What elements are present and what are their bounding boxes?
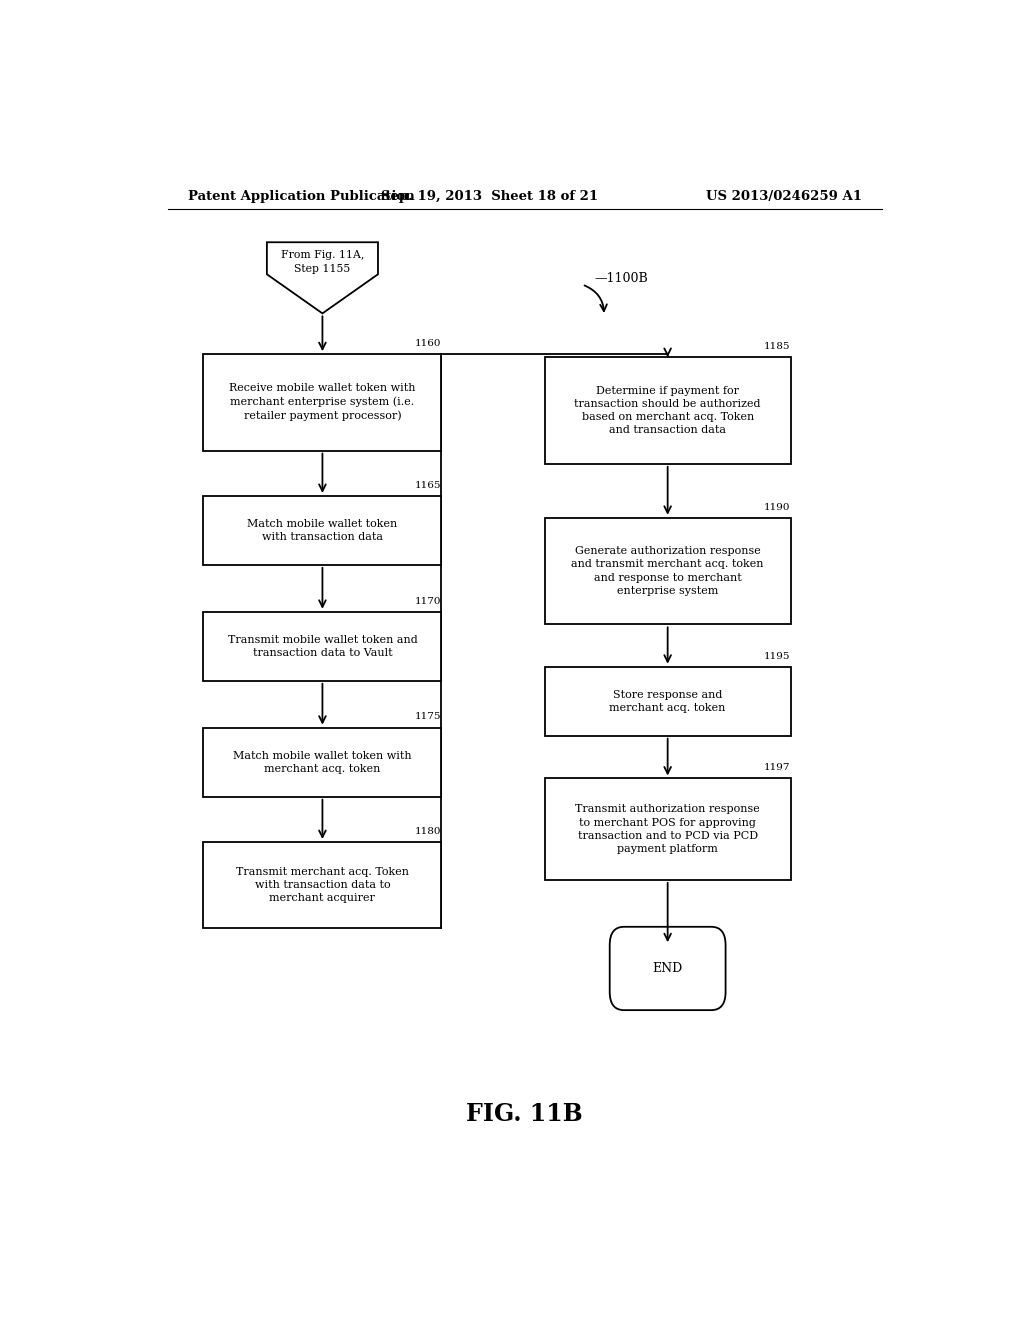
Text: Determine if payment for
transaction should be authorized
based on merchant acq.: Determine if payment for transaction sho… [574,385,761,436]
Text: END: END [652,962,683,975]
Text: Sep. 19, 2013  Sheet 18 of 21: Sep. 19, 2013 Sheet 18 of 21 [381,190,598,202]
Text: —1100B: —1100B [595,272,648,285]
Text: 1180: 1180 [415,826,441,836]
Text: Patent Application Publication: Patent Application Publication [187,190,415,202]
FancyBboxPatch shape [545,779,791,880]
FancyBboxPatch shape [545,358,791,463]
Text: 1160: 1160 [415,339,441,348]
Text: 1175: 1175 [415,713,441,722]
Text: FIG. 11B: FIG. 11B [467,1102,583,1126]
Text: Store response and
merchant acq. token: Store response and merchant acq. token [609,689,726,713]
FancyBboxPatch shape [204,727,441,797]
Text: From Fig. 11A,
Step 1155: From Fig. 11A, Step 1155 [281,251,365,273]
Text: 1170: 1170 [415,597,441,606]
Text: 1190: 1190 [764,503,791,512]
FancyBboxPatch shape [545,667,791,735]
Text: 1195: 1195 [764,652,791,660]
Text: Transmit authorization response
to merchant POS for approving
transaction and to: Transmit authorization response to merch… [575,804,760,854]
Text: US 2013/0246259 A1: US 2013/0246259 A1 [707,190,862,202]
Text: 1197: 1197 [764,763,791,772]
Text: 1185: 1185 [764,342,791,351]
Polygon shape [267,243,378,313]
FancyBboxPatch shape [545,517,791,624]
Text: 1165: 1165 [415,480,441,490]
FancyBboxPatch shape [609,927,726,1010]
Text: Match mobile wallet token
with transaction data: Match mobile wallet token with transacti… [248,519,397,543]
FancyBboxPatch shape [204,842,441,928]
FancyBboxPatch shape [204,496,441,565]
Text: Transmit mobile wallet token and
transaction data to Vault: Transmit mobile wallet token and transac… [227,635,418,657]
Text: Transmit merchant acq. Token
with transaction data to
merchant acquirer: Transmit merchant acq. Token with transa… [236,867,409,903]
Text: Generate authorization response
and transmit merchant acq. token
and response to: Generate authorization response and tran… [571,546,764,595]
Text: Receive mobile wallet token with
merchant enterprise system (i.e.
retailer payme: Receive mobile wallet token with merchan… [229,383,416,421]
FancyBboxPatch shape [204,611,441,681]
FancyBboxPatch shape [204,354,441,450]
Text: Match mobile wallet token with
merchant acq. token: Match mobile wallet token with merchant … [233,751,412,774]
